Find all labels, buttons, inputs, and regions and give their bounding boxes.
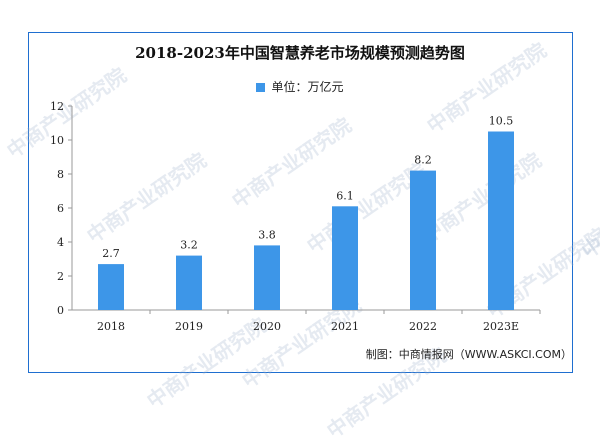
bar [254,245,280,310]
data-label: 2.7 [102,247,120,260]
x-tick-label: 2023E [483,320,519,333]
data-label: 3.2 [180,239,198,252]
y-tick-label: 8 [57,168,64,181]
y-tick-label: 4 [57,236,64,249]
legend-swatch [256,83,266,92]
x-tick-label: 2020 [253,320,281,333]
data-label: 10.5 [489,115,514,128]
x-tick-label: 2018 [97,320,125,333]
bar [488,131,514,310]
legend-label: 单位：万亿元 [271,80,344,94]
source-note: 制图：中商情报网（WWW.ASKCI.COM） [365,348,572,361]
bar [410,170,436,310]
y-tick-label: 10 [50,134,64,147]
y-tick-label: 12 [50,100,64,113]
bar-chart: 0 2 4 6 8 10 12 2.7 2018 3.2 2019 3.8 2020 6.1 2021 8.2… [50,100,541,333]
chart-legend: 单位：万亿元 [0,78,600,95]
chart-frame [28,32,573,373]
data-label: 6.1 [336,189,354,202]
chart-title: 2018-2023年中国智慧养老市场规模预测趋势图 [135,44,465,62]
data-label: 8.2 [414,154,432,167]
x-tick-label: 2021 [331,320,359,333]
y-tick-label: 2 [57,270,64,283]
data-label: 3.8 [258,228,276,241]
x-tick-label: 2022 [409,320,437,333]
bar [176,255,202,310]
x-tick-label: 2019 [175,320,203,333]
y-tick-label: 0 [57,304,64,317]
y-tick-label: 6 [57,202,64,215]
bar [332,206,358,310]
bar [98,264,124,310]
